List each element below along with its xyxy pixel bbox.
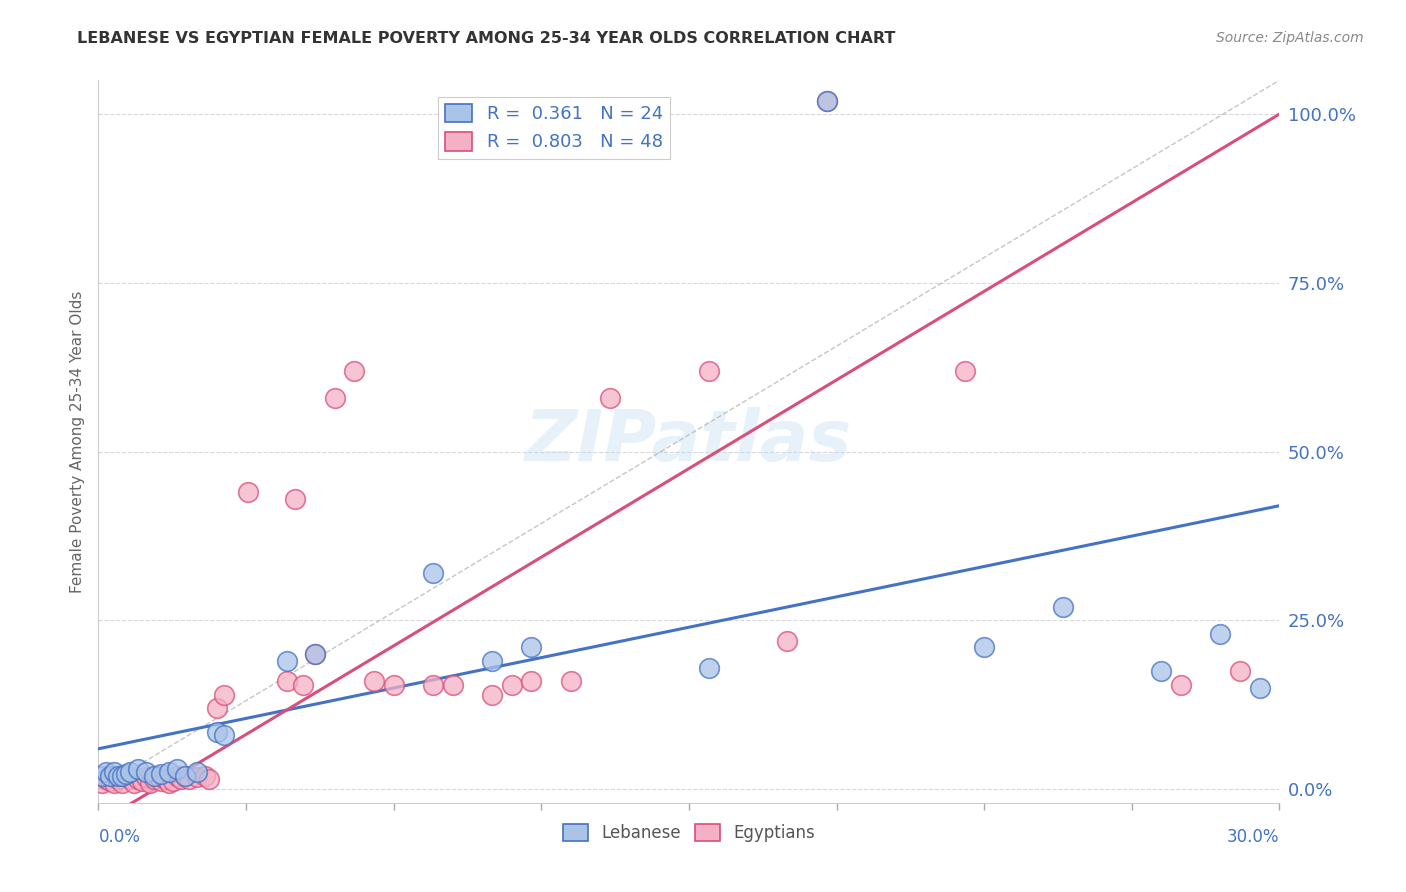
Point [815, 94, 838, 108]
Point [304, 647, 326, 661]
Point [1052, 599, 1074, 614]
Point [953, 364, 976, 378]
Point [214, 728, 236, 742]
Point [135, 770, 157, 784]
Point [205, 701, 228, 715]
Point [157, 765, 180, 780]
Point [236, 485, 259, 500]
Point [98, 769, 121, 783]
Text: 30.0%: 30.0% [1227, 828, 1279, 847]
Point [1229, 664, 1251, 678]
Point [138, 775, 160, 789]
Point [697, 661, 720, 675]
Point [115, 769, 138, 783]
Point [118, 772, 141, 787]
Point [98, 774, 121, 789]
Point [107, 769, 129, 783]
Point [170, 772, 193, 787]
Legend: Lebanese, Egyptians: Lebanese, Egyptians [557, 817, 821, 848]
Point [91, 775, 114, 789]
Point [776, 633, 799, 648]
Point [481, 688, 503, 702]
Point [1150, 664, 1173, 678]
Point [111, 775, 134, 789]
Point [382, 678, 405, 692]
Point [501, 678, 523, 692]
Point [166, 762, 188, 776]
Point [118, 765, 141, 780]
Point [214, 688, 236, 702]
Point [115, 767, 138, 781]
Point [697, 364, 720, 378]
Point [520, 674, 543, 689]
Point [157, 775, 180, 789]
Point [103, 765, 125, 780]
Text: Source: ZipAtlas.com: Source: ZipAtlas.com [1216, 31, 1364, 45]
Point [422, 678, 444, 692]
Point [304, 647, 326, 661]
Point [155, 772, 177, 787]
Point [197, 772, 219, 787]
Point [103, 775, 125, 789]
Point [150, 774, 173, 789]
Point [96, 772, 118, 787]
Point [481, 654, 503, 668]
Point [422, 566, 444, 581]
Point [1249, 681, 1271, 695]
Point [186, 765, 208, 780]
Point [127, 772, 149, 787]
Text: 0.0%: 0.0% [98, 828, 141, 847]
Point [174, 769, 197, 783]
Point [973, 640, 995, 655]
Point [135, 765, 157, 780]
Point [205, 725, 228, 739]
Text: ZIPatlas: ZIPatlas [526, 407, 852, 476]
Text: LEBANESE VS EGYPTIAN FEMALE POVERTY AMONG 25-34 YEAR OLDS CORRELATION CHART: LEBANESE VS EGYPTIAN FEMALE POVERTY AMON… [77, 31, 896, 46]
Point [194, 769, 217, 783]
Point [815, 94, 838, 108]
Point [146, 769, 169, 783]
Point [111, 769, 134, 783]
Point [520, 640, 543, 655]
Point [91, 769, 114, 783]
Point [186, 770, 208, 784]
Point [1209, 627, 1232, 641]
Point [131, 774, 153, 789]
Point [560, 674, 582, 689]
Point [162, 774, 184, 789]
Point [323, 391, 346, 405]
Point [292, 678, 315, 692]
Point [284, 491, 307, 506]
Point [174, 769, 197, 783]
Point [127, 762, 149, 776]
Y-axis label: Female Poverty Among 25-34 Year Olds: Female Poverty Among 25-34 Year Olds [69, 291, 84, 592]
Point [142, 772, 165, 787]
Point [166, 769, 188, 783]
Point [441, 678, 464, 692]
Point [96, 765, 118, 780]
Point [276, 674, 298, 689]
Point [150, 767, 173, 781]
Point [1170, 678, 1192, 692]
Point [107, 772, 129, 787]
Point [142, 769, 165, 783]
Point [177, 772, 200, 787]
Point [599, 391, 621, 405]
Point [343, 364, 366, 378]
Point [122, 775, 145, 789]
Point [363, 674, 385, 689]
Point [276, 654, 298, 668]
